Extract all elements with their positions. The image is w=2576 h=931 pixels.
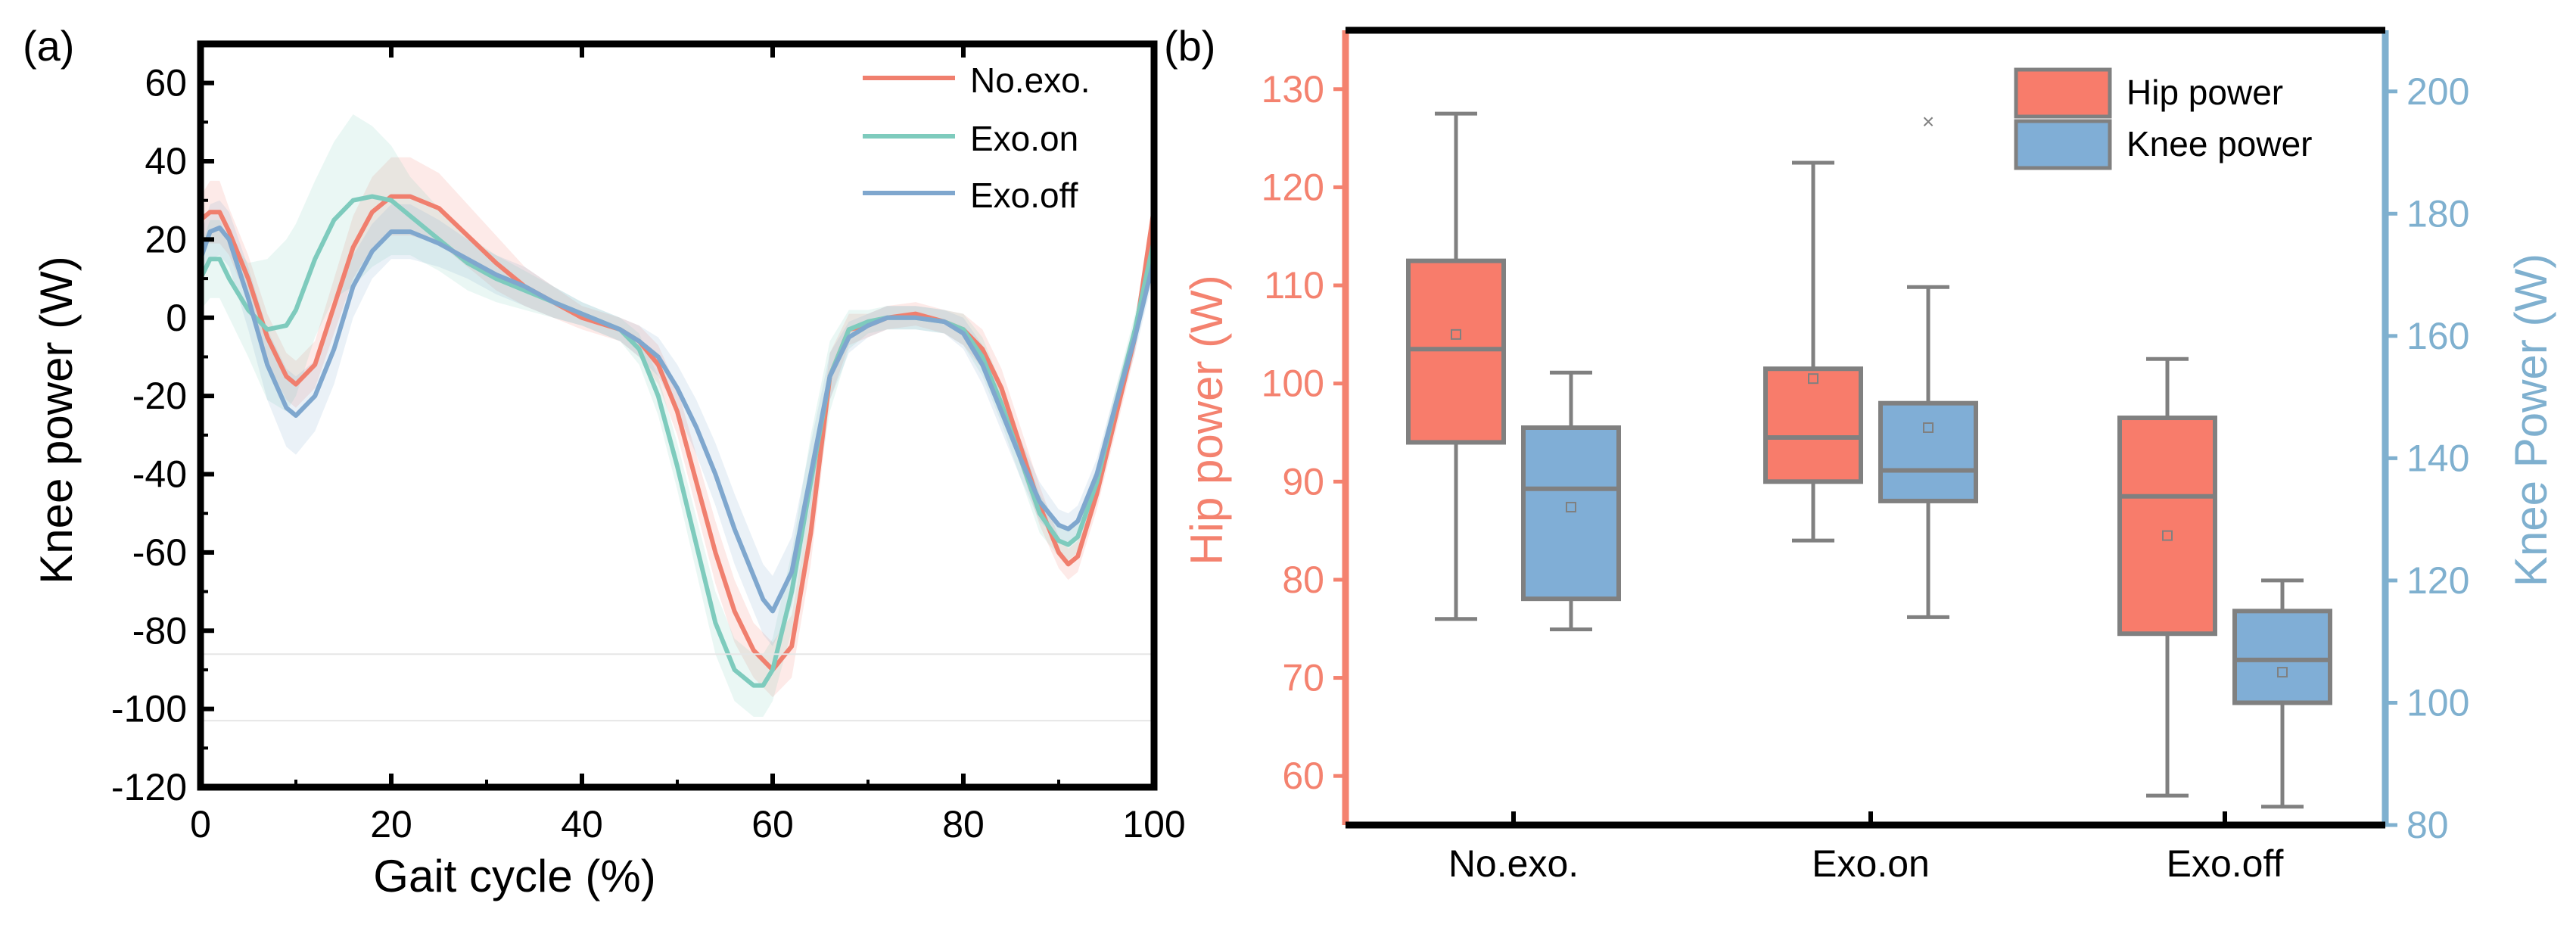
panel-b-right-axis-title: Knee Power (W) <box>2506 254 2556 587</box>
y-tick-label: 0 <box>166 297 187 339</box>
band-exoon <box>201 114 1154 717</box>
box-hip-power-no-exo <box>1406 258 1506 445</box>
legend-label-hip-power: Hip power <box>2126 73 2283 112</box>
right-y-tick-label: 100 <box>2406 681 2469 724</box>
mean-marker-hip-power-exo-on <box>1808 373 1818 385</box>
panel-a-legend: No.exo. Exo.on Exo.off <box>863 61 1090 215</box>
left-y-tick-label: 110 <box>1264 264 1324 307</box>
panel-b-box-plot: (b) × 60 70 80 90 100 110 120 130 80 100 120 140 160… <box>1164 22 2556 885</box>
legend-swatch-knee-power <box>2014 119 2112 170</box>
left-y-tick-label: 90 <box>1282 460 1324 503</box>
left-y-tick-label: 100 <box>1262 363 1324 405</box>
right-y-tick-label: 140 <box>2406 437 2469 479</box>
x-tick-label: 100 <box>1122 803 1185 845</box>
y-tick-label: -40 <box>132 453 187 496</box>
box-hip-power-exo-on <box>1763 366 1863 484</box>
y-tick-label: -100 <box>111 688 187 730</box>
x-tick-label: 40 <box>561 803 603 845</box>
series-line-noexo <box>199 194 1156 672</box>
box-hip-power-exo-off <box>2117 416 2217 637</box>
panel-a-y-axis-title: Knee power (W) <box>31 256 82 584</box>
panel-a-label: (a) <box>23 22 74 70</box>
x-tick-label: 60 <box>751 803 794 845</box>
x-tick-label-no-exo: No.exo. <box>1448 842 1579 885</box>
mean-marker-hip-power-exo-off <box>2162 530 2173 541</box>
left-y-tick-label: 70 <box>1282 657 1324 699</box>
y-tick-label: -80 <box>132 609 187 652</box>
panel-a-knee-power-chart: 0 20 40 60 80 1006040200-20-40-60-80-100-120 … <box>23 22 1186 901</box>
outlier-knee-power-exo-on: × <box>1922 110 1934 133</box>
series-line-exooff <box>198 225 1156 614</box>
left-y-tick-label: 80 <box>1282 559 1324 601</box>
x-tick-label: 80 <box>942 803 985 845</box>
legend-label-no-exo: No.exo. <box>970 61 1090 100</box>
x-tick-label-exo-off: Exo.off <box>2167 842 2284 885</box>
band-noexo <box>201 157 1154 698</box>
legend-swatch-hip-power <box>2014 67 2112 119</box>
right-y-tick-label: 160 <box>2406 315 2469 357</box>
mean-marker-knee-power-exo-off <box>2277 667 2288 678</box>
box-knee-power-no-exo <box>1521 425 1621 602</box>
x-tick-label-exo-on: Exo.on <box>1812 842 1930 885</box>
y-tick-label: 40 <box>145 140 187 182</box>
y-tick-label: -60 <box>132 531 187 574</box>
left-y-tick-label: 60 <box>1282 755 1324 797</box>
left-y-tick-label: 130 <box>1262 68 1324 111</box>
legend-label-knee-power: Knee power <box>2126 124 2313 163</box>
right-y-tick-label: 120 <box>2406 559 2469 602</box>
legend-label-exo-off: Exo.off <box>970 176 1078 215</box>
y-tick-label: -120 <box>111 766 187 808</box>
mean-marker-knee-power-no-exo <box>1566 502 1576 512</box>
y-tick-label: 20 <box>145 218 187 260</box>
mean-marker-knee-power-exo-on <box>1923 422 1934 433</box>
x-tick-label: 0 <box>190 803 211 845</box>
box-knee-power-exo-off <box>2232 609 2332 705</box>
panel-a-x-axis-title: Gait cycle (%) <box>373 851 655 901</box>
y-tick-label: -20 <box>132 375 187 417</box>
panel-b-legend: Hip power Knee power <box>2014 67 2313 170</box>
legend-label-exo-on: Exo.on <box>970 119 1078 158</box>
right-y-tick-label: 180 <box>2406 192 2469 235</box>
panel-b-label: (b) <box>1164 22 1215 70</box>
right-y-tick-label: 200 <box>2406 70 2469 113</box>
panel-b-left-axis-title: Hip power (W) <box>1181 275 1232 565</box>
x-tick-label: 20 <box>370 803 412 845</box>
mean-marker-hip-power-no-exo <box>1451 328 1461 340</box>
y-tick-label: 60 <box>145 62 187 104</box>
box-knee-power-exo-on <box>1878 400 1978 503</box>
left-y-tick-label: 120 <box>1262 166 1324 208</box>
right-y-tick-label: 80 <box>2406 804 2449 846</box>
